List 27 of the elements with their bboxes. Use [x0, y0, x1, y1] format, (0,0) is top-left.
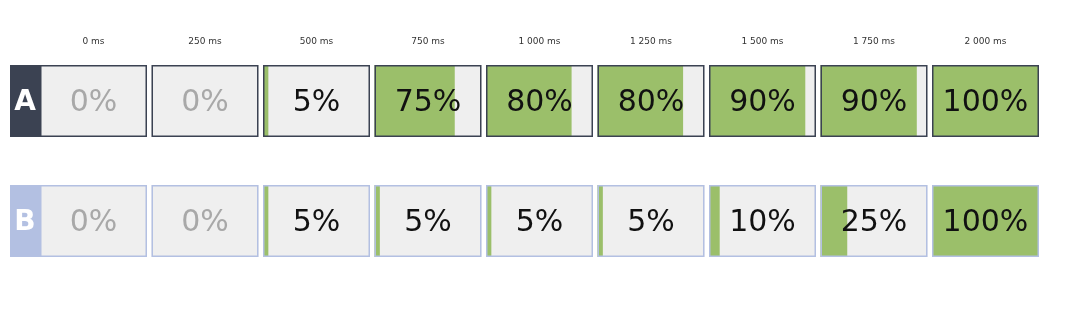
x-tick-label: 1 750 ms — [852, 36, 896, 47]
data-label: 5% — [404, 202, 452, 238]
x-tick-label: 250 ms — [188, 36, 223, 47]
x-tick-label: 0 ms — [82, 36, 105, 47]
data-label: 5% — [292, 82, 341, 118]
y-tick-label: A — [14, 84, 37, 118]
x-tick-label: 1 500 ms — [741, 36, 784, 47]
data-label: 90% — [729, 82, 796, 118]
data-label: 80% — [617, 82, 685, 118]
data-label: 0% — [69, 82, 118, 118]
x-tick-label: 2 000 ms — [964, 36, 1007, 47]
data-label: 5% — [292, 202, 341, 238]
data-label: 0% — [181, 202, 229, 238]
y-tick-label: B — [14, 204, 36, 238]
data-label: 90% — [840, 82, 908, 118]
data-label: 100% — [942, 82, 1029, 118]
data-label: 0% — [69, 202, 118, 238]
x-tick-label: 750 ms — [411, 36, 446, 47]
data-label: 100% — [942, 202, 1029, 238]
data-label: 0% — [181, 82, 229, 118]
data-label: 80% — [506, 82, 573, 118]
x-tick-label: 500 ms — [299, 36, 334, 47]
data-label: 10% — [729, 202, 796, 238]
data-label: 5% — [515, 202, 564, 238]
x-tick-label: 1 250 ms — [629, 36, 673, 47]
data-label: 5% — [627, 202, 675, 238]
x-tick-label: 1 000 ms — [518, 36, 561, 47]
